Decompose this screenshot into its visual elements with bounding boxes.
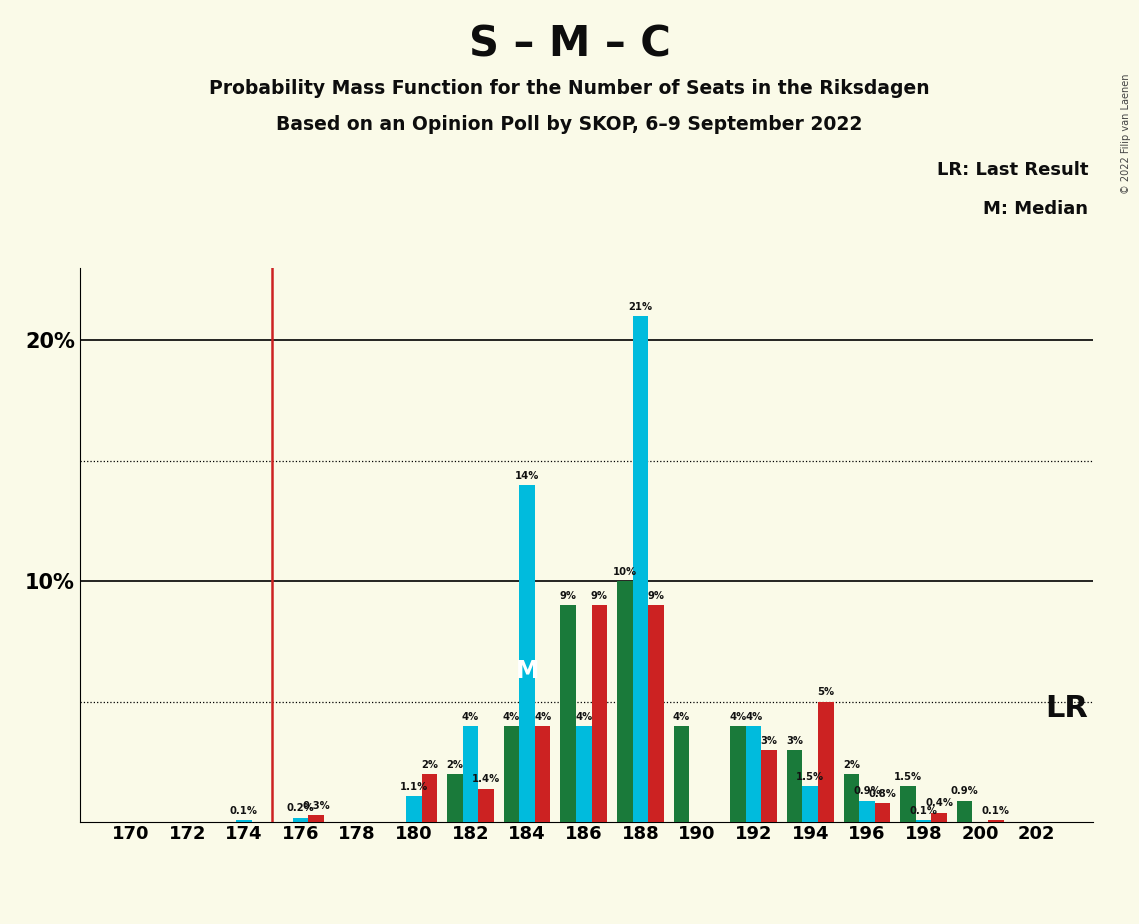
Bar — [648, 605, 664, 822]
Bar — [673, 726, 689, 822]
Text: 9%: 9% — [591, 591, 608, 602]
Bar — [462, 726, 478, 822]
Text: 9%: 9% — [647, 591, 664, 602]
Text: 14%: 14% — [515, 470, 539, 480]
Text: M: Median: M: Median — [983, 201, 1089, 218]
Text: 1.5%: 1.5% — [894, 772, 923, 782]
Text: LR: LR — [1046, 694, 1089, 723]
Text: 4%: 4% — [745, 711, 762, 722]
Bar — [957, 801, 973, 822]
Bar — [591, 605, 607, 822]
Text: 0.1%: 0.1% — [982, 806, 1010, 816]
Text: 2%: 2% — [421, 760, 437, 770]
Bar — [988, 820, 1003, 822]
Bar — [293, 818, 309, 822]
Text: M: M — [516, 659, 539, 683]
Text: LR: Last Result: LR: Last Result — [937, 162, 1089, 179]
Text: 0.1%: 0.1% — [910, 806, 937, 816]
Bar — [730, 726, 746, 822]
Bar — [762, 750, 777, 822]
Bar — [309, 815, 323, 822]
Bar — [632, 316, 648, 822]
Bar — [803, 786, 818, 822]
Text: 9%: 9% — [559, 591, 576, 602]
Bar — [236, 820, 252, 822]
Bar — [535, 726, 550, 822]
Text: 0.3%: 0.3% — [302, 801, 330, 810]
Bar — [617, 581, 632, 822]
Text: 10%: 10% — [613, 567, 637, 577]
Bar — [407, 796, 421, 822]
Text: 0.1%: 0.1% — [230, 806, 257, 816]
Bar — [859, 801, 875, 822]
Text: 2%: 2% — [843, 760, 860, 770]
Bar — [448, 774, 462, 822]
Text: © 2022 Filip van Laenen: © 2022 Filip van Laenen — [1121, 74, 1131, 194]
Bar — [916, 820, 932, 822]
Bar — [875, 803, 891, 822]
Bar — [787, 750, 803, 822]
Bar — [519, 485, 535, 822]
Bar — [576, 726, 591, 822]
Bar — [818, 702, 834, 822]
Text: 21%: 21% — [629, 302, 653, 311]
Text: 0.9%: 0.9% — [951, 786, 978, 796]
Bar — [478, 788, 494, 822]
Text: 4%: 4% — [462, 711, 480, 722]
Text: 4%: 4% — [729, 711, 747, 722]
Text: 0.2%: 0.2% — [287, 803, 314, 813]
Text: S – M – C: S – M – C — [468, 23, 671, 65]
Bar — [746, 726, 762, 822]
Bar — [900, 786, 916, 822]
Text: 4%: 4% — [575, 711, 592, 722]
Text: 0.9%: 0.9% — [853, 786, 880, 796]
Text: 1.5%: 1.5% — [796, 772, 825, 782]
Bar — [503, 726, 519, 822]
Text: 5%: 5% — [818, 687, 835, 698]
Text: 0.4%: 0.4% — [925, 798, 953, 808]
Text: 3%: 3% — [786, 736, 803, 746]
Text: 2%: 2% — [446, 760, 464, 770]
Text: 1.1%: 1.1% — [400, 782, 428, 792]
Bar — [932, 813, 947, 822]
Text: 3%: 3% — [761, 736, 778, 746]
Text: 0.8%: 0.8% — [869, 789, 896, 798]
Text: 4%: 4% — [673, 711, 690, 722]
Bar — [421, 774, 437, 822]
Bar — [560, 605, 576, 822]
Text: 1.4%: 1.4% — [472, 774, 500, 784]
Bar — [844, 774, 859, 822]
Text: Based on an Opinion Poll by SKOP, 6–9 September 2022: Based on an Opinion Poll by SKOP, 6–9 Se… — [277, 116, 862, 135]
Text: Probability Mass Function for the Number of Seats in the Riksdagen: Probability Mass Function for the Number… — [210, 79, 929, 98]
Text: 4%: 4% — [534, 711, 551, 722]
Text: 4%: 4% — [503, 711, 521, 722]
